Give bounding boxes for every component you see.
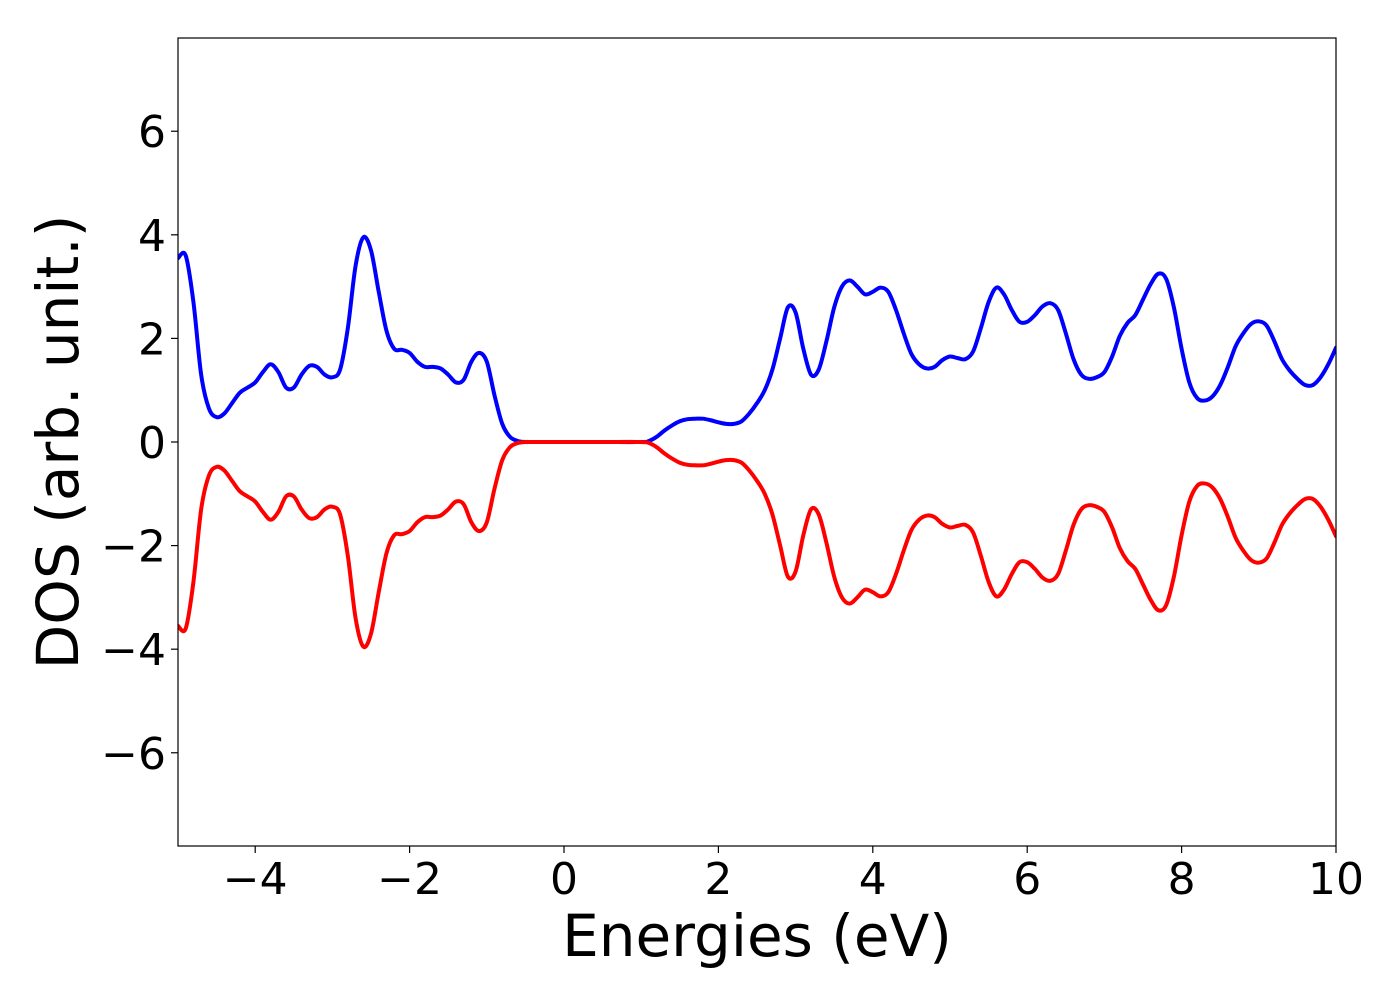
y-tick-label: −2	[101, 522, 166, 573]
series-lines	[178, 234, 1336, 650]
y-axis-label: DOS (arb. unit.)	[24, 215, 92, 670]
y-tick-label: −6	[101, 729, 166, 780]
x-axis-label: Energies (eV)	[562, 902, 952, 970]
x-axis: −4 −2 0 2 4 6 8 10	[223, 846, 1364, 905]
x-tick-label: 6	[1013, 854, 1041, 905]
y-tick-label: 6	[138, 107, 166, 158]
x-tick-label: 0	[550, 854, 578, 905]
y-tick-label: 0	[138, 418, 166, 469]
y-tick-label: 4	[138, 211, 166, 262]
x-tick-label: −2	[377, 854, 442, 905]
y-tick-label: 2	[138, 314, 166, 365]
x-tick-label: 8	[1168, 854, 1196, 905]
dos-series-negative-line	[178, 439, 1336, 650]
x-tick-label: 10	[1308, 854, 1364, 905]
plot-area	[177, 37, 1337, 847]
plot-frame	[177, 37, 1337, 847]
y-tick-label: −4	[101, 625, 166, 676]
x-tick-label: 4	[859, 854, 887, 905]
x-tick-label: 2	[704, 854, 732, 905]
x-tick-label: −4	[223, 854, 288, 905]
dos-series-positive-line	[178, 234, 1336, 445]
y-axis: −6 −4 −2 0 2 4 6	[101, 107, 178, 780]
